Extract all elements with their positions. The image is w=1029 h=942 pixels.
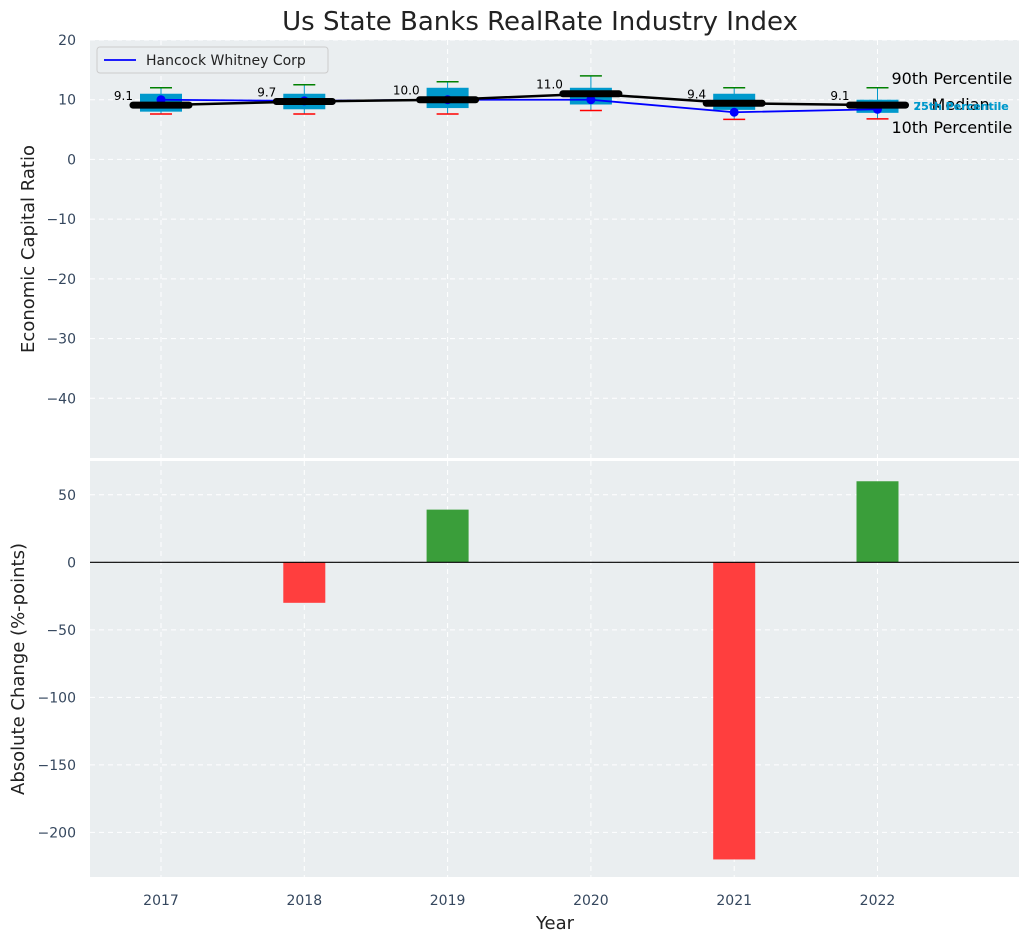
label-25th-percentile: 25th Percentile xyxy=(914,100,1009,113)
top-y-axis-label: Economic Capital Ratio xyxy=(18,145,39,353)
x-tick-label-2021: 2021 xyxy=(716,893,752,909)
top-grid xyxy=(90,39,1019,458)
change-bar-2021 xyxy=(713,562,756,860)
change-bars xyxy=(90,481,1019,860)
bottom-y-tick-label: −100 xyxy=(38,690,76,706)
legend-label: Hancock Whitney Corp xyxy=(146,53,306,69)
legend: Hancock Whitney Corp xyxy=(96,46,329,74)
top-y-tick-labels: 20 10 0 −10 −20 −30 −40 xyxy=(46,33,76,407)
bottom-y-tick-labels: 50 0 −50 −100 −150 −200 xyxy=(38,488,76,842)
median-label-2022: 9.1 xyxy=(830,89,849,103)
bottom-y-tick-label: −150 xyxy=(38,758,76,774)
chart-title: Us State Banks RealRate Industry Index xyxy=(282,7,798,37)
bottom-y-axis-label: Absolute Change (%-points) xyxy=(8,543,29,795)
top-y-tick-label: 0 xyxy=(67,152,76,168)
median-label-2020: 11.0 xyxy=(536,78,563,92)
percentile-side-labels: 90th Percentile Median 10th Percentile 75th… xyxy=(892,69,1013,137)
median-label-2017: 9.1 xyxy=(114,89,133,103)
label-10th-percentile: 10th Percentile xyxy=(892,118,1013,137)
top-y-tick-label: 10 xyxy=(58,93,76,109)
median-label-2019: 10.0 xyxy=(393,84,420,98)
change-bar-2022 xyxy=(856,481,899,563)
median-value-labels: 9.1 9.7 10.0 11.0 9.4 9.1 xyxy=(114,78,850,103)
top-y-tick-label: −40 xyxy=(46,391,76,407)
median-label-2018: 9.7 xyxy=(257,86,276,100)
label-median: Median xyxy=(932,95,990,114)
x-tick-label-2022: 2022 xyxy=(860,893,896,909)
x-axis-label: Year xyxy=(535,913,575,934)
x-tick-label-2017: 2017 xyxy=(143,893,179,909)
top-y-tick-label: −30 xyxy=(46,332,76,348)
median-label-2021: 9.4 xyxy=(687,87,706,101)
change-bar-2019 xyxy=(426,509,469,563)
company-point-2020 xyxy=(586,95,596,105)
x-tick-label-2018: 2018 xyxy=(286,893,322,909)
legend-box xyxy=(96,46,329,74)
bottom-y-tick-label: −200 xyxy=(38,825,76,841)
bottom-y-tick-label: −50 xyxy=(46,623,76,639)
top-y-tick-label: −20 xyxy=(46,272,76,288)
label-90th-percentile: 90th Percentile xyxy=(892,69,1013,88)
bottom-y-tick-label: 50 xyxy=(58,488,76,504)
x-tick-labels: 2017 2018 2019 2020 2021 2022 xyxy=(143,893,895,909)
top-y-tick-label: 20 xyxy=(58,33,76,49)
change-bar-2018 xyxy=(283,562,326,603)
bottom-y-tick-label: 0 xyxy=(67,555,76,571)
top-y-tick-label: −10 xyxy=(46,212,76,228)
x-tick-label-2019: 2019 xyxy=(430,893,466,909)
company-point-2021 xyxy=(729,107,739,117)
label-75th-percentile: 75th Percentile xyxy=(914,100,1009,113)
x-tick-label-2020: 2020 xyxy=(573,893,609,909)
median-series xyxy=(129,90,909,109)
